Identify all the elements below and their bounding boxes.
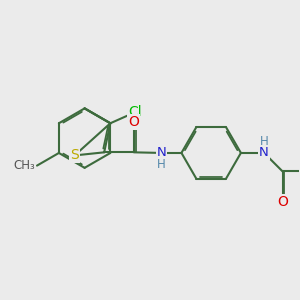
Text: S: S [70, 148, 79, 162]
Text: H: H [260, 134, 268, 148]
Text: O: O [277, 195, 288, 209]
Text: Cl: Cl [128, 105, 142, 119]
Text: CH₃: CH₃ [14, 159, 35, 172]
Text: O: O [128, 115, 139, 129]
Text: N: N [259, 146, 269, 159]
Text: H: H [157, 158, 166, 171]
Text: N: N [157, 146, 166, 159]
